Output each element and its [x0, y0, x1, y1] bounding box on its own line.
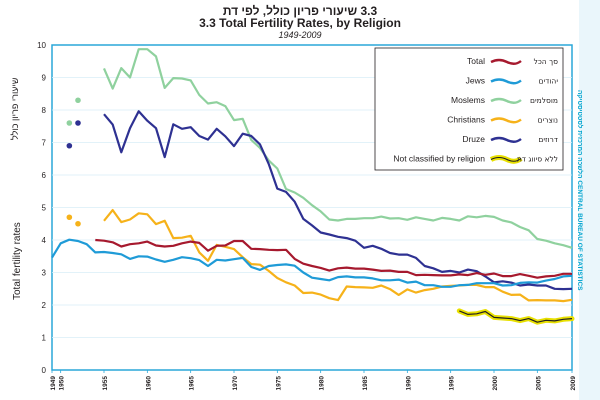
x-tick-label: 1995: [449, 376, 456, 391]
x-tick-label: 1985: [362, 376, 369, 391]
legend-label: Jews: [466, 76, 485, 86]
x-tick-label: 1965: [189, 376, 196, 391]
legend-label: Moslems: [451, 95, 485, 105]
series-layer: [51, 48, 575, 325]
series-line-christians: [103, 209, 573, 303]
x-tick-label: 1970: [232, 376, 239, 391]
legend-swatch-jews: [490, 78, 522, 85]
legend-label-hebrew: מוסלמים: [530, 96, 558, 105]
x-tick-label: 1949: [50, 376, 57, 391]
legend-swatch-unclassified: [490, 157, 522, 162]
legend-label-hebrew: יהודים: [539, 77, 559, 86]
legend-label: Total: [467, 56, 485, 66]
legend-swatch-druze: [490, 136, 522, 143]
legend-label-hebrew: נוצרים: [538, 116, 558, 125]
data-point-moslems: [66, 120, 73, 126]
y-tick-label: 7: [42, 139, 47, 148]
x-tick-label: 2009: [570, 376, 577, 391]
legend-label-hebrew: דרוזים: [538, 135, 558, 144]
y-tick-label: 9: [42, 74, 47, 83]
y-tick-label: 4: [42, 236, 47, 245]
legend-box: [374, 47, 564, 171]
x-tick-label: 1960: [145, 376, 152, 391]
legend-swatch-moslems: [490, 97, 522, 104]
x-tick-labels: 1949 1950 1955 1960 1965 1970 1975 1980 1985 1990…: [50, 370, 577, 390]
legend-swatch-christians: [490, 117, 522, 124]
legend-label: Christians: [447, 115, 485, 125]
data-point-christians: [66, 214, 73, 221]
legend-label: Druze: [462, 134, 485, 144]
x-tick-label: 2000: [492, 376, 499, 391]
y-tick-label: 8: [42, 106, 47, 115]
x-tick-label: 2005: [535, 376, 542, 391]
chart-subtitle: 1949-2009: [278, 30, 322, 40]
series-line-jews: [51, 238, 573, 288]
legend-swatch-total: [490, 58, 522, 65]
series-line-moslems: [102, 48, 573, 249]
y-tick-label: 3: [42, 269, 47, 278]
legend-label-hebrew: ללא סיווג דת: [517, 155, 558, 164]
y-tick-label: 5: [42, 204, 47, 213]
x-tick-label: 1980: [319, 376, 326, 391]
x-tick-label: 1950: [59, 376, 66, 391]
y-tick-labels: 0 1 2 3 4 5 6 7 8 9 10: [37, 41, 46, 375]
title-hebrew: 3.3 שיעורי פריון כולל, לפי דת: [222, 4, 378, 18]
legend-label: Not classified by religion: [393, 154, 485, 164]
data-point-druze: [66, 142, 73, 149]
y-tick-label: 10: [37, 41, 46, 50]
x-tick-label: 1990: [405, 376, 412, 391]
legend-label-hebrew: סך הכל: [534, 57, 559, 66]
data-point-christians: [75, 220, 81, 227]
y-tick-label: 6: [42, 171, 47, 180]
y-tick-label: 1: [42, 334, 47, 343]
series-line-unclassified: [459, 310, 573, 323]
legend: Total סך הכל Jews יהודים Moslems מוסלמים Chris…: [374, 47, 564, 171]
y-tick-label: 0: [42, 366, 47, 375]
data-point-moslems: [75, 97, 81, 104]
series-line-total: [95, 238, 572, 279]
y-tick-label: 2: [42, 301, 47, 310]
data-point-druze: [75, 120, 81, 126]
x-tick-label: 1975: [275, 376, 282, 391]
side-band: [579, 0, 600, 400]
x-tick-label: 1955: [102, 376, 109, 391]
chart-title: 3.3 Total Fertility Rates, by Religion: [199, 16, 401, 30]
